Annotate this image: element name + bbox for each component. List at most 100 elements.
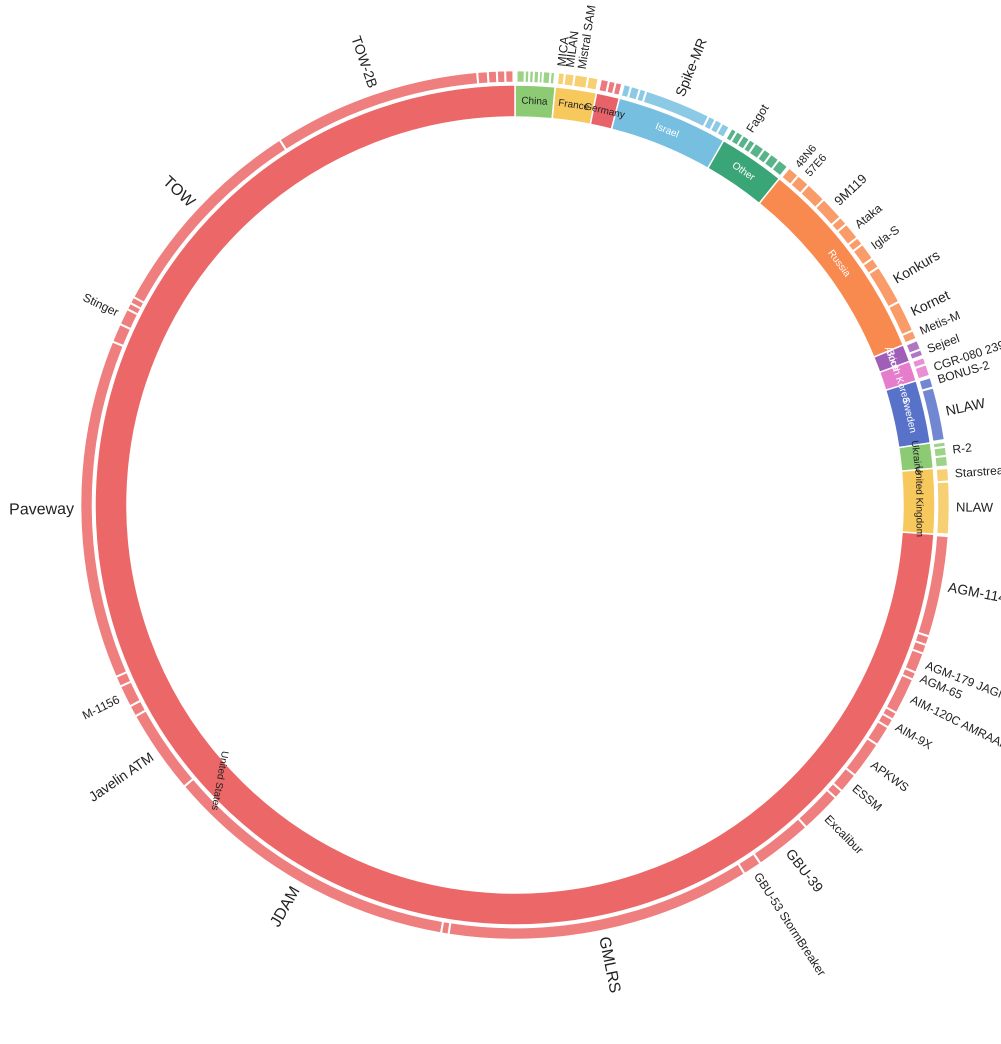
weapon-arc-excalibur[interactable] — [798, 790, 836, 827]
weapon-arc[interactable] — [116, 672, 131, 687]
weapon-arc[interactable] — [703, 116, 716, 130]
weapon-arc[interactable] — [749, 143, 764, 159]
weapon-arc[interactable] — [529, 70, 534, 83]
weapon-arc[interactable] — [863, 258, 879, 274]
weapon-arc[interactable] — [539, 71, 543, 84]
weapon-arc[interactable] — [112, 324, 131, 346]
weapon-arc-konkurs[interactable] — [868, 267, 899, 307]
weapon-arc[interactable] — [731, 131, 743, 146]
weapon-arc[interactable] — [628, 86, 640, 101]
weapon-arc[interactable] — [130, 297, 144, 309]
weapon-arc[interactable] — [935, 456, 948, 467]
weapon-arc[interactable] — [717, 123, 730, 138]
weapon-arc[interactable] — [831, 217, 846, 232]
country-arc-russia[interactable] — [758, 177, 905, 359]
weapon-arc-essm[interactable] — [833, 768, 855, 791]
weapon-arc-aim-9x[interactable] — [878, 714, 893, 727]
weapon-arc-spike-mr[interactable] — [643, 91, 709, 127]
weapon-arc[interactable] — [827, 783, 842, 798]
weapon-arc-jdam[interactable] — [184, 779, 443, 933]
weapon-arc[interactable] — [772, 160, 788, 176]
weapon-arc-m-1156[interactable] — [120, 682, 141, 706]
weapon-arc[interactable] — [525, 70, 529, 83]
weapon-arc[interactable] — [848, 237, 863, 251]
weapon-arc[interactable] — [636, 89, 646, 102]
weapon-arc-tow-2b[interactable] — [280, 72, 478, 150]
weapon-arc[interactable] — [586, 76, 599, 91]
weapon-arc-fagot[interactable] — [737, 135, 750, 150]
weapon-arc-gbu-39[interactable] — [754, 818, 806, 864]
weapon-arc-stinger[interactable] — [120, 309, 138, 329]
weapon-arc-igla-s[interactable] — [853, 244, 873, 265]
weapon-arc-paveway[interactable] — [80, 342, 127, 677]
weapon-arc[interactable] — [613, 82, 622, 96]
weapon-label-milan: MILAN — [563, 30, 582, 68]
weapon-arc-apkws[interactable] — [846, 738, 877, 776]
weapon-arc[interactable] — [130, 701, 146, 716]
weapon-arc[interactable] — [933, 442, 946, 448]
weapon-arc[interactable] — [441, 921, 450, 935]
country-label-china: China — [521, 95, 548, 107]
country-arc-united-states[interactable] — [94, 84, 935, 926]
weapon-arc[interactable] — [915, 633, 929, 645]
weapon-arc-sejeel[interactable] — [909, 349, 923, 360]
weapon-arc[interactable] — [882, 707, 897, 720]
weapon-label-spike-mr: Spike-MR — [672, 36, 710, 99]
weapon-arc-gbu-53-stormbreaker[interactable] — [738, 854, 760, 874]
weapon-arc-aim-120c-amraam[interactable] — [886, 675, 913, 713]
weapon-arc[interactable] — [743, 139, 755, 153]
weapon-arc[interactable] — [477, 71, 489, 84]
weapon-arc-r-2[interactable] — [933, 447, 947, 457]
weapon-arc[interactable] — [726, 128, 737, 142]
weapon-arc[interactable] — [533, 71, 539, 83]
weapon-arc-9m119[interactable] — [815, 199, 840, 225]
weapon-label-apkws: APKWS — [868, 758, 911, 795]
weapon-arc[interactable] — [912, 641, 926, 654]
weapon-arc-mistral-sam[interactable] — [573, 74, 588, 89]
weapon-arc[interactable] — [505, 70, 514, 83]
weapon-arc[interactable] — [606, 81, 616, 94]
weapon-arc-57e6[interactable] — [790, 176, 809, 194]
weapon-arc-bonus-2[interactable] — [919, 377, 933, 391]
weapon-arc[interactable] — [912, 357, 926, 368]
weapon-arc[interactable] — [497, 70, 505, 83]
weapon-arc[interactable] — [598, 79, 609, 93]
weapon-arc[interactable] — [550, 72, 555, 85]
weapon-label-gmlrs: GMLRS — [595, 935, 623, 994]
weapon-label-tow-2b: TOW-2B — [348, 34, 381, 90]
weapon-arc-nlaw[interactable] — [922, 387, 945, 442]
weapon-label-stinger: Stinger — [81, 290, 121, 319]
weapon-label-agm-114-hellfire-2: AGM-114 Hellfire-2 — [947, 579, 1001, 617]
weapon-arc-javelin-atm[interactable] — [135, 710, 193, 787]
weapon-arc-starstreak[interactable] — [936, 468, 949, 482]
weapon-arc-agm-114-hellfire-2[interactable] — [918, 535, 949, 636]
weapon-arc[interactable] — [867, 721, 888, 745]
weapon-arc[interactable] — [542, 71, 551, 84]
weapon-arc[interactable] — [800, 185, 824, 208]
weapon-label-starstreak: Starstreak — [954, 463, 1001, 481]
weapon-arc[interactable] — [516, 70, 525, 83]
weapon-arc[interactable] — [764, 154, 779, 169]
weapon-arc-metis-m[interactable] — [902, 330, 917, 343]
weapon-arc-agm-179-jagm[interactable] — [905, 649, 923, 673]
weapon-arc[interactable] — [757, 149, 771, 164]
weapon-arc-milan[interactable] — [564, 73, 575, 87]
weapon-arc-kornet[interactable] — [888, 302, 913, 335]
weapon-arc[interactable] — [906, 340, 921, 354]
weapon-arc[interactable] — [127, 303, 141, 315]
weapon-arc-ataka[interactable] — [837, 224, 857, 245]
weapon-arc[interactable] — [621, 84, 631, 98]
weapon-arc[interactable] — [710, 119, 722, 134]
weapon-arc-cgr-080-239mm[interactable] — [915, 364, 930, 379]
weapon-arc[interactable] — [488, 71, 497, 84]
weapon-arc-agm-65[interactable] — [902, 668, 916, 680]
weapon-arc-tow[interactable] — [133, 140, 286, 303]
weapon-arc-mica[interactable] — [557, 72, 565, 86]
weapon-arc-nlaw[interactable] — [936, 481, 950, 535]
weapon-label-gbu-39: GBU-39 — [783, 846, 827, 896]
weapon-arc-gmlrs[interactable] — [449, 864, 745, 940]
weapon-arc-48n6[interactable] — [781, 168, 798, 185]
weapon-label-fagot: Fagot — [743, 101, 772, 135]
